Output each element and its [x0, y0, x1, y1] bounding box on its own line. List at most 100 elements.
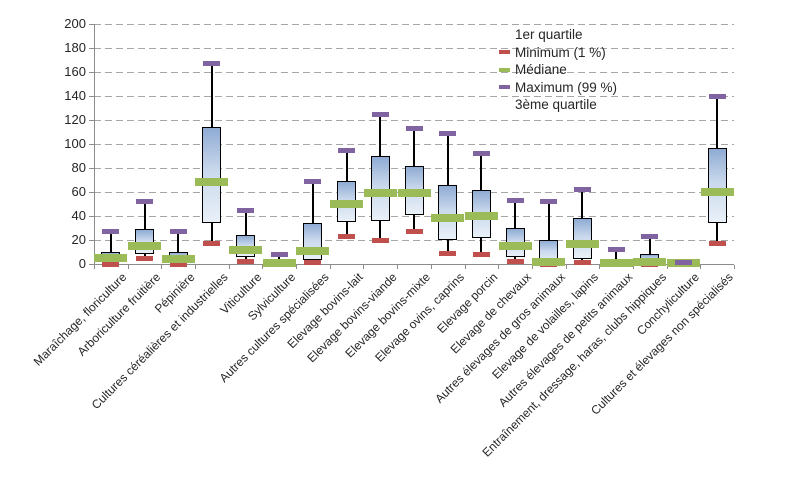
median-marker [599, 258, 633, 267]
x-axis-tick [329, 265, 331, 269]
gridline [94, 96, 734, 97]
minimum-marker [338, 233, 356, 239]
median-marker [633, 257, 667, 266]
maximum-marker [304, 178, 322, 184]
y-axis-label: 120 [64, 112, 86, 127]
maximum-marker [506, 197, 524, 203]
y-axis-tick [89, 48, 94, 49]
maximum-marker [102, 229, 120, 235]
median-marker [431, 214, 465, 223]
legend-spacer [499, 33, 510, 37]
y-axis-label: 80 [71, 160, 86, 175]
y-axis-label: 200 [64, 16, 86, 31]
minimum-marker [102, 261, 120, 267]
maximum-marker [439, 130, 457, 136]
x-axis-tick [632, 265, 634, 269]
maximum-marker [203, 61, 221, 67]
y-axis-tick [89, 120, 94, 121]
legend-item: Médiane [499, 61, 617, 79]
median-marker [532, 257, 566, 266]
legend-spacer [499, 103, 510, 107]
median-marker [161, 255, 195, 264]
x-axis-tick [599, 265, 601, 269]
y-axis-tick [89, 168, 94, 169]
maximum-marker [472, 151, 490, 157]
maximum-marker [573, 187, 591, 193]
whisker-line [547, 201, 550, 264]
maximum-marker [540, 199, 558, 205]
legend-item: Minimum (1 %) [499, 44, 617, 62]
whisker-line [177, 231, 180, 264]
y-axis-label: 40 [71, 208, 86, 223]
y-axis-label: 0 [78, 256, 86, 271]
y-axis-tick [89, 264, 94, 265]
maximum-marker [641, 233, 659, 239]
gridline [94, 120, 734, 121]
gridline [94, 240, 734, 241]
maximum-marker [338, 147, 356, 153]
minimum-marker [405, 229, 423, 235]
median-marker [229, 245, 263, 254]
minimum-marker [708, 241, 726, 247]
median-marker [128, 242, 162, 250]
y-axis-label: 100 [64, 136, 86, 151]
legend-label: Médiane [515, 62, 567, 78]
box-interquartile [303, 223, 323, 261]
x-axis-tick [363, 265, 365, 269]
y-axis [94, 24, 95, 265]
y-axis-tick [89, 72, 94, 73]
maximum-marker [607, 247, 625, 253]
whisker-line [311, 181, 314, 263]
x-axis-tick [666, 265, 668, 269]
x-axis-tick [430, 265, 432, 269]
minimum-marker [136, 255, 154, 261]
x-axis-tick [296, 265, 298, 269]
gridline [94, 72, 734, 73]
minimum-marker [203, 241, 221, 247]
minimum-marker [439, 250, 457, 256]
x-axis [94, 264, 734, 265]
median-marker [565, 239, 599, 248]
maximum-marker [237, 207, 255, 213]
gridline [94, 24, 734, 25]
legend-dash-icon [499, 50, 510, 55]
y-axis-label: 160 [64, 64, 86, 79]
whisker-line [109, 231, 112, 264]
x-axis-tick [531, 265, 533, 269]
y-axis-tick [89, 144, 94, 145]
y-axis-tick [89, 96, 94, 97]
maximum-marker [270, 251, 288, 257]
box-interquartile [438, 184, 458, 240]
whisker-line [615, 249, 618, 264]
maximum-marker [136, 199, 154, 205]
box-interquartile [202, 127, 222, 224]
box-interquartile [572, 218, 592, 260]
x-axis-tick [127, 265, 129, 269]
median-marker [94, 254, 128, 262]
minimum-marker [506, 259, 524, 265]
y-axis-tick [89, 240, 94, 241]
x-axis-tick [262, 265, 264, 269]
minimum-marker [472, 251, 490, 257]
maximum-marker [708, 93, 726, 99]
x-axis-tick [228, 265, 230, 269]
y-axis-tick [89, 192, 94, 193]
maximum-marker [674, 260, 692, 266]
legend-dash-icon [499, 67, 510, 72]
x-axis-tick [464, 265, 466, 269]
y-axis-label: 140 [64, 88, 86, 103]
box-interquartile [370, 156, 390, 221]
x-axis-tick [161, 265, 163, 269]
chart-legend: 1er quartile Minimum (1 %) Médiane Maximum … [499, 26, 617, 114]
x-axis-tick [700, 265, 702, 269]
minimum-marker [169, 261, 187, 267]
whisker-line [648, 236, 651, 264]
legend-label: 3ème quartile [515, 97, 597, 113]
minimum-marker [237, 259, 255, 265]
y-axis-label: 20 [71, 232, 86, 247]
median-marker [464, 212, 498, 220]
median-marker [700, 188, 734, 196]
minimum-marker [371, 237, 389, 243]
x-axis-tick [565, 265, 567, 269]
